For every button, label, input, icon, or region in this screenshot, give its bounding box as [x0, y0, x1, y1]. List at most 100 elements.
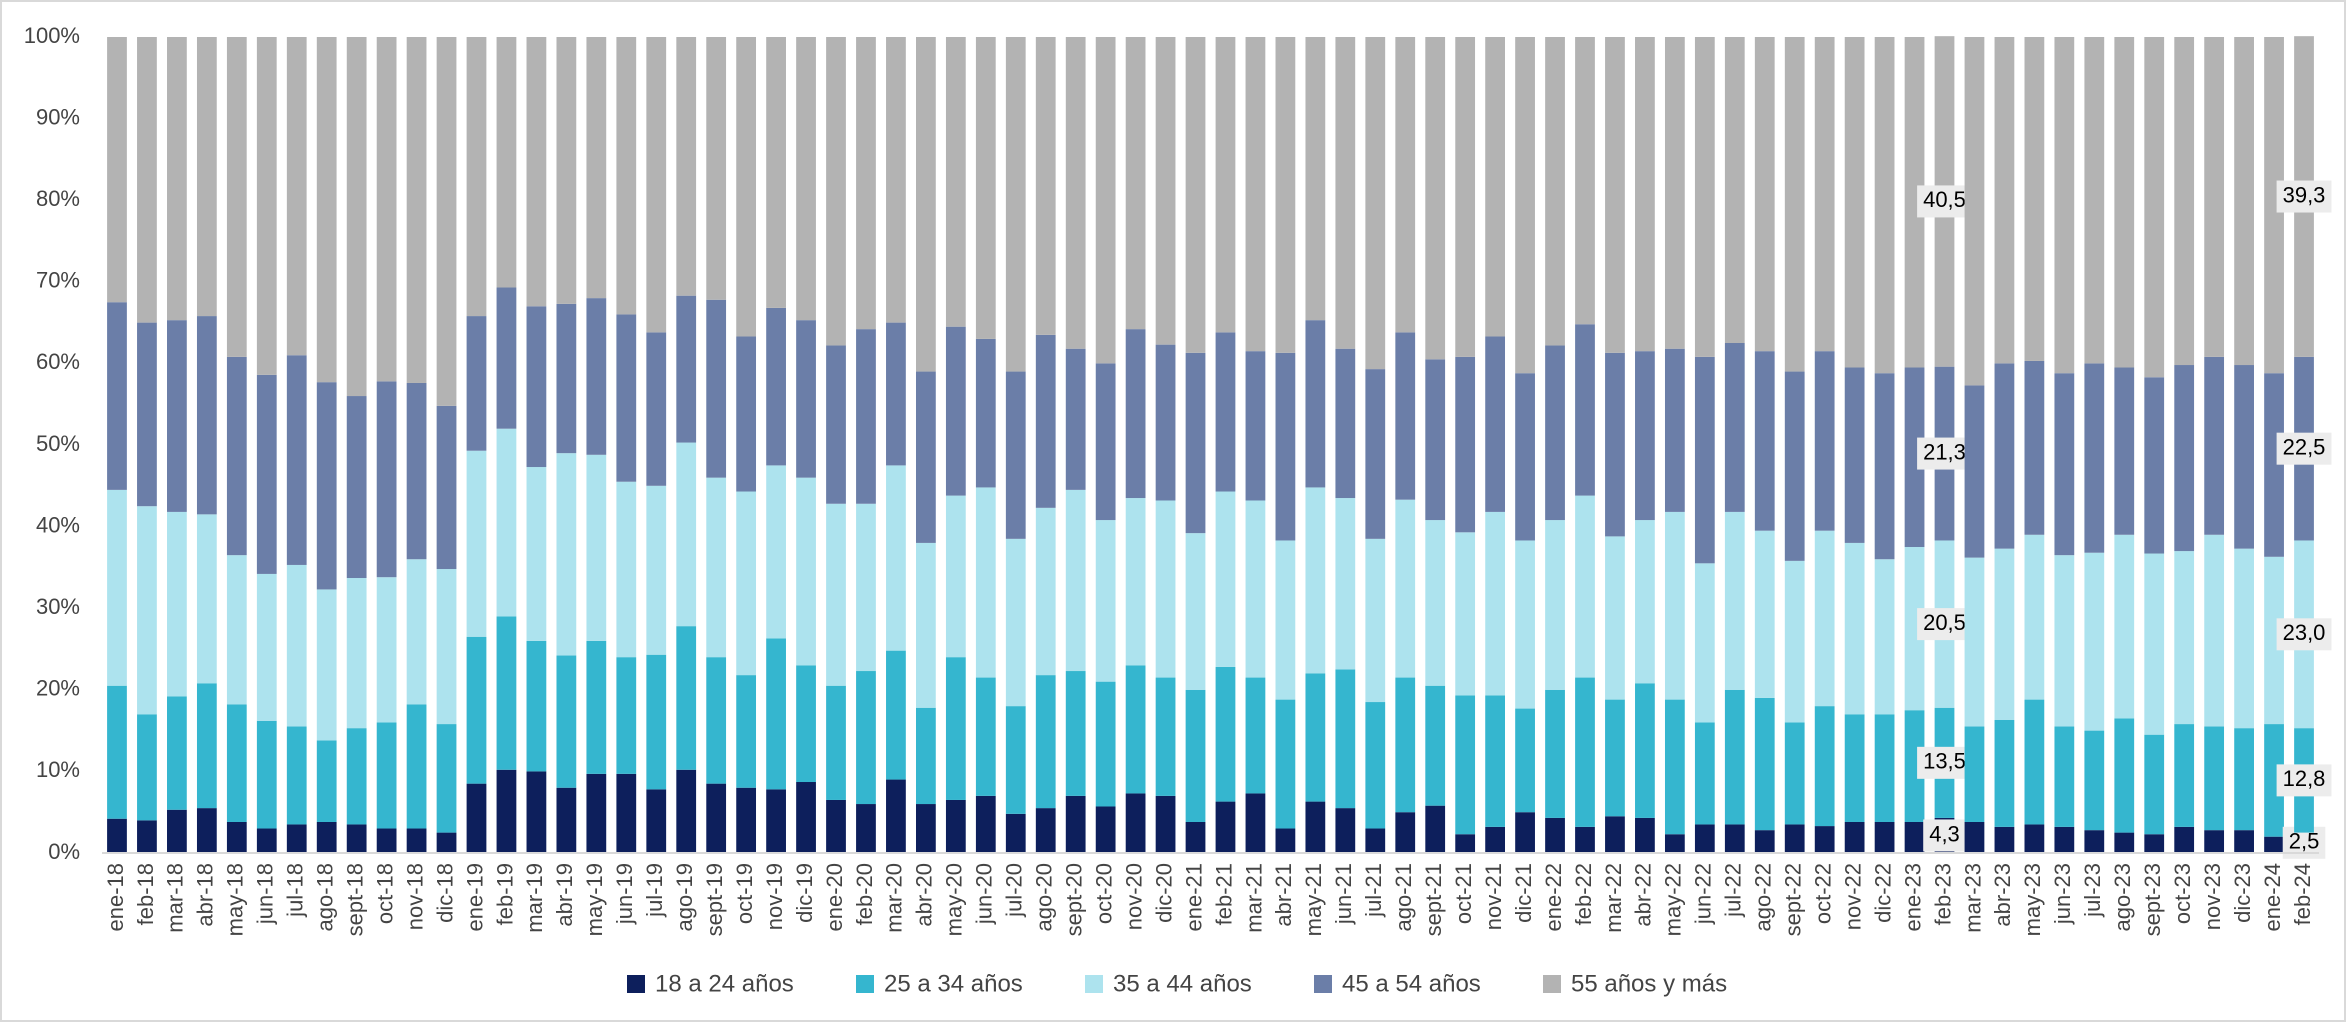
bar-segment [137, 820, 157, 853]
bar-segment [1005, 37, 1026, 372]
data-label-box [2276, 432, 2332, 465]
bar-segment [1575, 826, 1595, 853]
y-tick-label: 20% [36, 676, 80, 701]
bar-segment [1245, 351, 1266, 501]
x-tick-label: ago-23 [2110, 863, 2135, 932]
bar-segment [1425, 805, 1446, 853]
bar-segment [2144, 834, 2165, 853]
bar-segment [286, 355, 307, 565]
y-tick-label: 50% [36, 431, 80, 456]
bar-segment [616, 657, 637, 774]
bar-segment [286, 824, 307, 853]
bar-segment [2054, 37, 2075, 374]
bar-segment [1874, 821, 1895, 853]
bar-segment [1515, 373, 1535, 541]
bar-segment [2084, 830, 2105, 853]
x-tick-label: jul-22 [1721, 863, 1746, 918]
bar-segment [856, 503, 876, 672]
bar-segment [406, 382, 427, 560]
bar-segment [436, 405, 457, 570]
bar-segment [1095, 806, 1116, 853]
bar-segment [2264, 37, 2284, 374]
data-label-box [1923, 819, 1966, 852]
bar-segment [2264, 373, 2284, 557]
x-tick-label: dic-23 [2230, 863, 2255, 923]
bar-segment [2234, 830, 2254, 853]
data-label-box [1917, 437, 1972, 470]
bar-segment [826, 345, 846, 504]
bar-segment [886, 322, 906, 466]
bar-segment [1395, 499, 1416, 678]
bar-segment [586, 454, 607, 641]
bar-segment [107, 685, 127, 819]
bar-segment [1605, 816, 1625, 853]
x-tick-label: abr-23 [1990, 863, 2015, 927]
bar-segment [1814, 706, 1835, 827]
x-tick-label: nov-19 [762, 863, 787, 930]
bar-segment [1784, 722, 1805, 825]
bar-segment [1455, 356, 1476, 533]
x-tick-label: abr-21 [1271, 863, 1296, 927]
x-tick-label: nov-23 [2200, 863, 2225, 930]
x-tick-label: sept-19 [702, 863, 727, 936]
data-label-box [2276, 618, 2332, 651]
bar-segment [107, 302, 127, 490]
x-tick-label: ene-20 [822, 863, 847, 932]
bar-segment [286, 37, 307, 356]
bar-segment [856, 804, 876, 853]
bar-segment [1275, 699, 1296, 829]
bar-segment [496, 428, 517, 617]
bar-segment [436, 37, 457, 406]
bar-segment [137, 37, 157, 323]
bar-segment [2144, 553, 2165, 735]
bar-segment [1784, 824, 1805, 853]
bar-segment [1125, 793, 1146, 853]
bar-segment [196, 514, 217, 684]
bar-segment [945, 657, 966, 800]
bar-segment [346, 824, 367, 853]
bar-segment [1874, 37, 1895, 374]
bar-segment [1335, 348, 1356, 499]
bar-segment [107, 818, 127, 853]
bar-segment [826, 799, 846, 853]
bar-segment [256, 720, 277, 829]
x-tick-label: ene-24 [2260, 863, 2285, 932]
bar-segment [1275, 828, 1296, 853]
x-tick-label: may-21 [1301, 863, 1326, 936]
bar-segment [915, 371, 936, 543]
bar-segment [1605, 536, 1625, 700]
bar-segment [1635, 351, 1655, 521]
x-tick-label: abr-19 [552, 863, 577, 927]
bar-segment [1485, 695, 1506, 827]
x-tick-label: jun-23 [2050, 863, 2075, 925]
x-tick-label: sept-23 [2140, 863, 2165, 936]
bar-segment [1664, 511, 1685, 700]
bar-segment [1724, 343, 1745, 512]
bar-segment [2114, 832, 2135, 853]
bar-segment [1365, 37, 1386, 370]
bar-segment [1275, 37, 1296, 353]
bar-segment [736, 491, 757, 676]
bar-segment [915, 804, 936, 853]
bar-segment [1784, 371, 1805, 561]
bar-segment [1155, 37, 1176, 345]
x-tick-label: may-23 [2020, 863, 2045, 936]
y-tick-label: 70% [36, 268, 80, 293]
x-tick-label: jun-21 [1331, 863, 1356, 925]
bar-segment [796, 320, 816, 478]
x-tick-label: abr-22 [1631, 863, 1656, 927]
bar-segment [1575, 37, 1595, 325]
bar-segment [1095, 363, 1116, 521]
x-tick-label: mar-20 [882, 863, 907, 933]
bar-segment [1964, 385, 1985, 558]
bar-segment [975, 487, 996, 678]
bar-segment [1694, 37, 1715, 357]
bar-segment [1365, 828, 1386, 853]
bar-segment [256, 573, 277, 721]
bar-segment [196, 808, 217, 853]
bar-segment [1185, 821, 1206, 853]
x-tick-label: ene-23 [1900, 863, 1925, 932]
data-label-box [1917, 746, 1972, 779]
data-label: 22,5 [2283, 434, 2326, 459]
